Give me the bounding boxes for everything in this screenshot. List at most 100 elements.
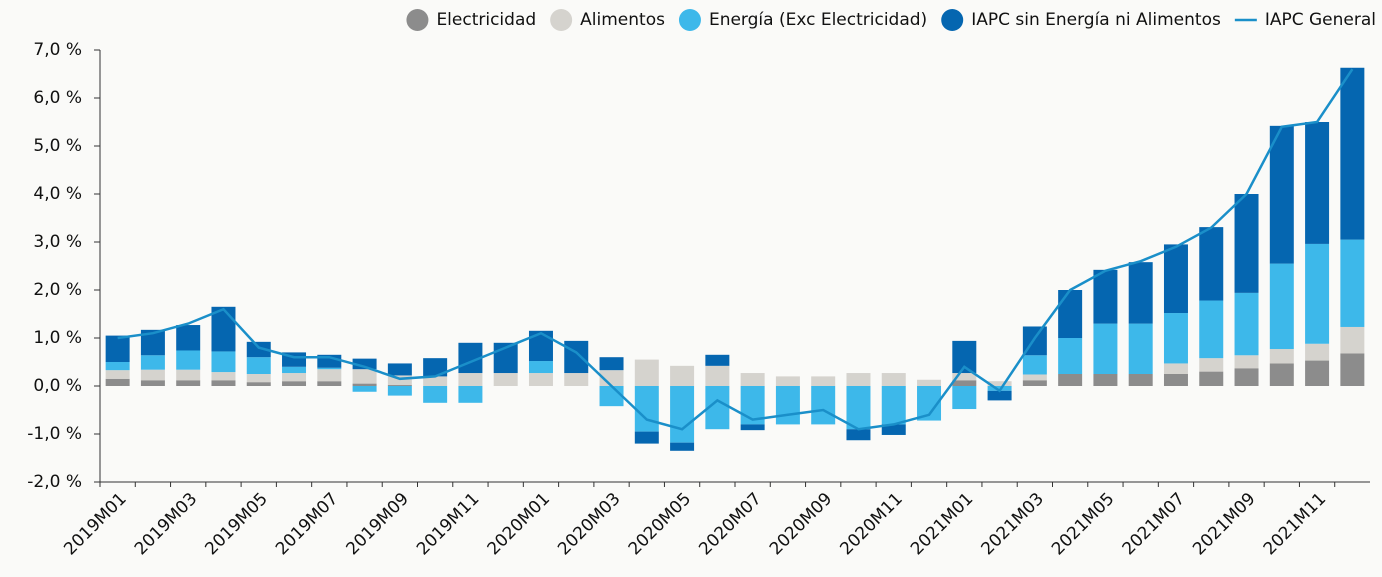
bar bbox=[670, 386, 695, 443]
x-tick-label: 2020M03 bbox=[554, 489, 624, 559]
bar bbox=[105, 362, 130, 371]
bar bbox=[387, 386, 412, 396]
bar bbox=[670, 442, 695, 451]
bar bbox=[1305, 360, 1330, 386]
bar bbox=[105, 378, 130, 386]
bar bbox=[1022, 355, 1047, 375]
bar bbox=[528, 330, 553, 362]
bar bbox=[211, 306, 236, 352]
bar bbox=[775, 376, 800, 386]
x-tick-label: 2020M07 bbox=[695, 489, 765, 559]
bar bbox=[987, 381, 1012, 386]
x-tick-label: 2020M09 bbox=[766, 489, 836, 559]
bar bbox=[987, 390, 1012, 401]
y-tick-label: 7,0 % bbox=[33, 40, 82, 60]
bar bbox=[952, 373, 977, 381]
bar bbox=[352, 383, 377, 386]
bar bbox=[1269, 263, 1294, 350]
x-tick-label: 2021M01 bbox=[907, 489, 977, 559]
bar bbox=[211, 351, 236, 373]
bar bbox=[599, 370, 624, 386]
bar bbox=[317, 381, 342, 386]
bar bbox=[387, 385, 412, 386]
bar bbox=[1305, 343, 1330, 361]
bar bbox=[634, 386, 659, 432]
bar bbox=[1022, 374, 1047, 381]
legend-swatch bbox=[941, 9, 964, 31]
y-tick-label: -1,0 % bbox=[27, 424, 82, 444]
x-tick-label: 2020M01 bbox=[484, 489, 554, 559]
legend-label: IAPC General bbox=[1265, 10, 1376, 30]
legend-swatch bbox=[406, 9, 429, 31]
bar bbox=[1163, 374, 1188, 386]
bar bbox=[282, 373, 307, 382]
bar bbox=[1234, 355, 1259, 369]
bar bbox=[458, 386, 483, 403]
bar bbox=[423, 386, 448, 403]
legend-label: IAPC sin Energía ni Alimentos bbox=[971, 10, 1221, 30]
bar bbox=[1093, 269, 1118, 324]
y-tick-label: 2,0 % bbox=[33, 280, 82, 300]
bar bbox=[705, 354, 730, 366]
bar bbox=[105, 370, 130, 379]
bar bbox=[246, 357, 271, 374]
bar bbox=[1058, 374, 1083, 386]
bar bbox=[387, 363, 412, 376]
bar bbox=[1340, 353, 1365, 386]
bar bbox=[1269, 349, 1294, 364]
bar bbox=[246, 374, 271, 383]
bar bbox=[1163, 313, 1188, 364]
bar bbox=[740, 386, 765, 425]
x-tick-label: 2020M05 bbox=[625, 489, 695, 559]
legend-label: Alimentos bbox=[580, 10, 665, 30]
bar bbox=[917, 386, 942, 421]
bar bbox=[811, 376, 836, 386]
x-tick-label: 2019M07 bbox=[272, 489, 342, 559]
bar bbox=[140, 329, 165, 356]
line bbox=[117, 68, 1354, 431]
bar bbox=[1199, 227, 1224, 301]
bar bbox=[1340, 326, 1365, 354]
legend-label: Energía (Exc Electricidad) bbox=[709, 10, 927, 30]
y-tick-label: 6,0 % bbox=[33, 88, 82, 108]
bar bbox=[775, 386, 800, 425]
x-tick-label: 2021M05 bbox=[1048, 489, 1118, 559]
bar bbox=[176, 380, 201, 386]
bar bbox=[1058, 338, 1083, 374]
bar bbox=[740, 424, 765, 431]
y-tick-label: -2,0 % bbox=[27, 472, 82, 492]
bar bbox=[423, 376, 448, 386]
x-tick-label: 2021M03 bbox=[978, 489, 1048, 559]
bar bbox=[282, 381, 307, 386]
bar bbox=[140, 369, 165, 381]
bar bbox=[1269, 125, 1294, 264]
bar bbox=[1128, 262, 1153, 324]
bar bbox=[1234, 194, 1259, 293]
bar bbox=[564, 373, 589, 386]
bar bbox=[1128, 374, 1153, 386]
bar bbox=[952, 386, 977, 410]
y-tick-label: 0,0 % bbox=[33, 376, 82, 396]
x-tick-label: 2021M07 bbox=[1119, 489, 1189, 559]
bar bbox=[1093, 323, 1118, 374]
legend-label: Electricidad bbox=[436, 10, 536, 30]
y-tick-label: 5,0 % bbox=[33, 136, 82, 156]
bar bbox=[846, 373, 871, 386]
bar bbox=[176, 350, 201, 370]
bar bbox=[387, 375, 412, 386]
bar bbox=[176, 325, 201, 351]
bar bbox=[634, 431, 659, 444]
bar bbox=[811, 386, 836, 425]
bar bbox=[352, 369, 377, 384]
bar bbox=[564, 340, 589, 374]
bar bbox=[846, 386, 871, 430]
bar bbox=[458, 373, 483, 386]
bar bbox=[528, 361, 553, 374]
y-tick-label: 1,0 % bbox=[33, 328, 82, 348]
bar bbox=[705, 365, 730, 386]
bar bbox=[246, 341, 271, 358]
bar bbox=[881, 386, 906, 425]
bar bbox=[881, 373, 906, 386]
bar bbox=[317, 367, 342, 370]
bar bbox=[599, 386, 624, 407]
